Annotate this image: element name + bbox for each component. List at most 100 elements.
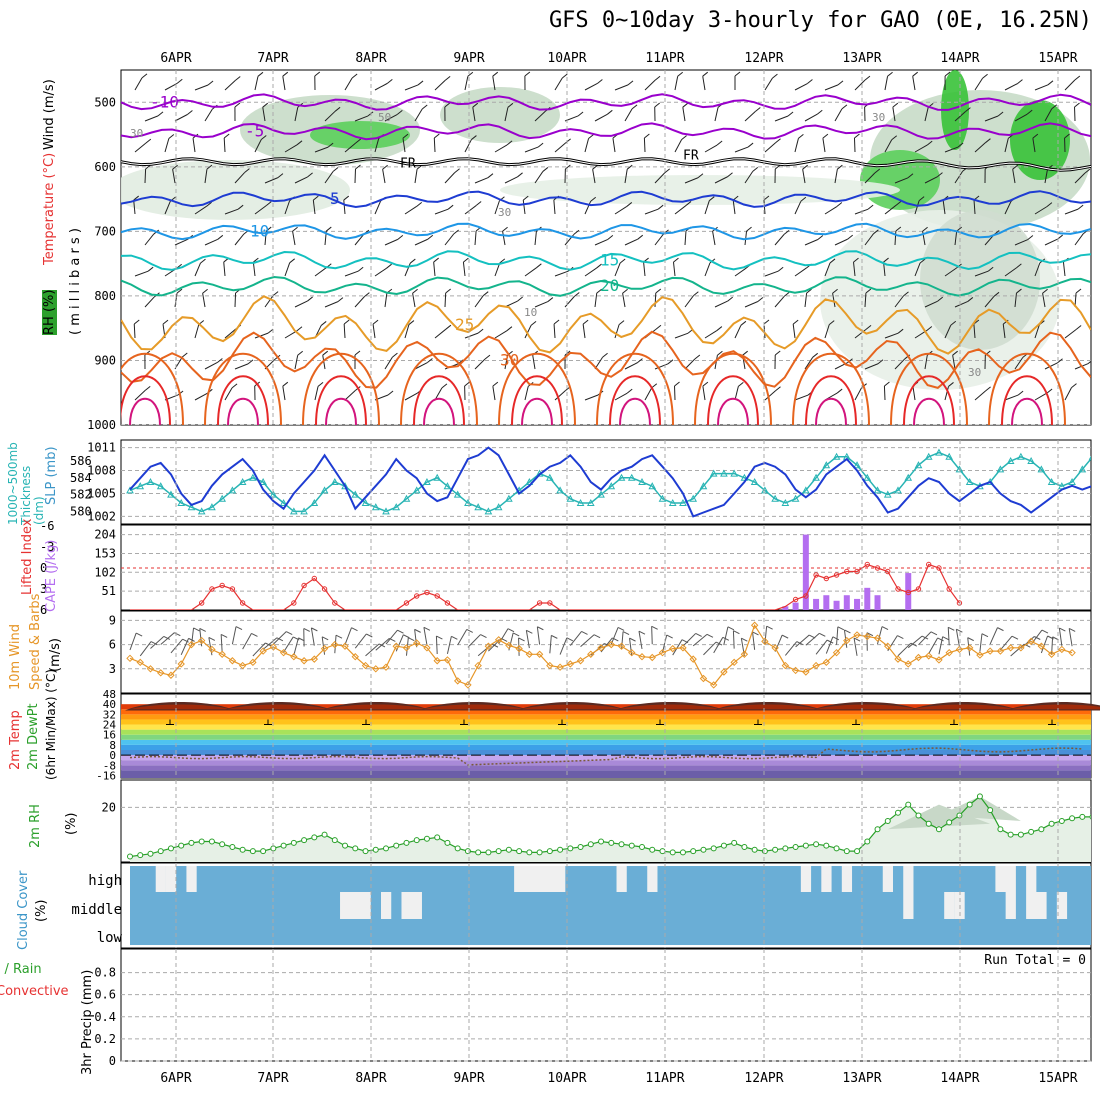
wind-barb-flag [1057,358,1063,364]
wind-barb [554,390,566,401]
wind-speed-point [638,653,646,661]
wind-barb [704,144,718,153]
wind-barb-flag [526,629,533,634]
thickness-point [1037,465,1046,473]
thickness-label: 1000~500mb Thickness (dm) [6,442,46,525]
temperature-contour-30 [988,352,1066,425]
wind-barb-flag [1034,636,1041,640]
wind-barb-flag [386,263,392,269]
cape-bar [782,606,789,610]
wind-barb-flag [738,382,744,387]
wind-barb [492,76,496,91]
wind-speed-point [843,636,851,645]
thickness-point [371,503,380,511]
rh-point [864,838,871,845]
temperature-contour-40 [1011,397,1043,425]
wind-barb [1014,357,1024,370]
wind-barb [375,638,390,651]
wind-barb-flag [298,637,305,642]
wind-barb [554,270,569,277]
wind-barb [638,631,643,650]
date-label-top: 8APR [355,51,386,66]
wind-barb [474,358,486,370]
rh-point [833,845,840,852]
wind-barb-flag [733,630,740,635]
wind-speed-point [361,661,370,670]
wind-barb-flag [826,639,834,644]
wind-barb [894,177,909,184]
wind-speed-point [965,644,974,652]
thickness-point [586,498,595,506]
wind-barb-flag [626,388,633,394]
wind-barb-flag [573,229,580,235]
cloud-gap-high [995,866,1016,892]
wind-barb-flag [637,234,644,240]
wind-barb [1062,262,1066,277]
thickness-point [924,452,933,460]
thickness-point [1027,456,1035,464]
temperature-band [121,739,1091,745]
wind-barb-flag [512,632,520,637]
wind-barb [894,230,897,246]
wind-barb-flag [866,632,874,637]
wind-barb-flag [433,257,439,263]
daily-max-hump-inner [424,704,524,710]
wind-barb [1074,233,1084,246]
thickness-point [392,503,401,511]
wind-barb-flag [819,632,826,637]
wind-barb [164,82,178,91]
lifted-index-point [239,600,246,606]
wind-barb [864,292,867,308]
wind-speed-point [648,653,656,662]
wind-barb-flag [157,111,164,117]
rh-point [792,843,799,850]
wind-barb-flag [1016,288,1022,294]
wind-barb [884,76,889,91]
wind-speed-point [136,658,144,667]
wind-barb [134,390,146,401]
wind-barb [472,107,476,122]
thickness-point [1088,455,1091,460]
temperature-contour-30 [694,352,772,425]
cloud-gap-high [1026,866,1037,892]
thickness-tick-label: 586 [70,454,92,468]
wind-speed-point [617,642,626,650]
wind-barb [522,200,526,215]
wind-barb [592,169,596,184]
axis-ticks: 5006007008009001000100210051008101158058… [40,95,123,1068]
wind-barb-flag [451,635,458,640]
wind-barb [674,205,687,215]
wind-barb [854,79,866,91]
wind-barb [273,631,287,645]
thickness-point [382,507,390,515]
wind-barb [1000,635,1013,651]
wind-barb [684,358,696,370]
cloud-gap-high [616,866,627,892]
wind-barb [624,362,638,370]
wind-barb-flag [822,133,829,139]
wind-barb [474,295,484,308]
temperature-contour-30 [121,352,184,425]
wind-barb-flag [289,258,295,264]
thickness-point [935,448,943,456]
wind-barb-flag [1064,133,1070,139]
temperature-contour [121,275,1091,297]
wind-barb-flag [382,164,388,170]
wind-barb [1004,267,1017,277]
cloud-gap-middle [381,892,392,919]
wind-barb [928,637,939,654]
wind-barb-flag [897,635,904,640]
lifted-index-point [403,600,410,606]
wind-barb [462,262,466,277]
lifted-index-point [424,589,430,596]
wind-barb [1068,628,1073,647]
wind-barb-flag [561,73,568,79]
rh-point [772,846,779,853]
wind-barb-flag [655,288,662,294]
wind-barb [365,643,380,657]
wind-barb-flag [667,359,674,365]
date-label-bottom: 12APR [744,1071,783,1086]
thickness-point [484,507,493,515]
wind-barb [914,144,928,153]
